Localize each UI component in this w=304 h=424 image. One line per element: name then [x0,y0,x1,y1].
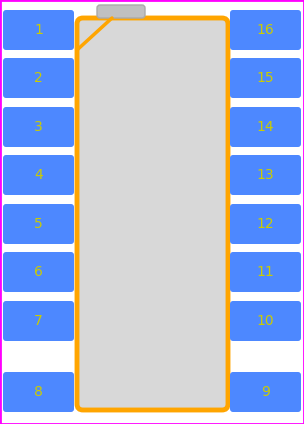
FancyBboxPatch shape [230,372,301,412]
FancyBboxPatch shape [97,5,145,18]
Text: 2: 2 [34,71,43,85]
Text: 6: 6 [34,265,43,279]
FancyBboxPatch shape [3,252,74,292]
FancyBboxPatch shape [3,372,74,412]
Text: 8: 8 [34,385,43,399]
FancyBboxPatch shape [77,18,228,410]
Text: 3: 3 [34,120,43,134]
Text: 10: 10 [257,314,274,328]
Text: 7: 7 [34,314,43,328]
FancyBboxPatch shape [230,204,301,244]
FancyBboxPatch shape [230,107,301,147]
FancyBboxPatch shape [230,58,301,98]
Text: 5: 5 [34,217,43,231]
Text: 15: 15 [257,71,274,85]
Text: 1: 1 [34,23,43,37]
FancyBboxPatch shape [230,301,301,341]
Text: 16: 16 [257,23,275,37]
Text: 11: 11 [257,265,275,279]
Text: 4: 4 [34,168,43,182]
FancyBboxPatch shape [230,155,301,195]
FancyBboxPatch shape [3,204,74,244]
Text: 9: 9 [261,385,270,399]
FancyBboxPatch shape [3,10,74,50]
Text: 12: 12 [257,217,274,231]
FancyBboxPatch shape [3,301,74,341]
FancyBboxPatch shape [3,107,74,147]
FancyBboxPatch shape [230,252,301,292]
Text: 13: 13 [257,168,274,182]
FancyBboxPatch shape [3,155,74,195]
Text: 14: 14 [257,120,274,134]
FancyBboxPatch shape [230,10,301,50]
FancyBboxPatch shape [3,58,74,98]
